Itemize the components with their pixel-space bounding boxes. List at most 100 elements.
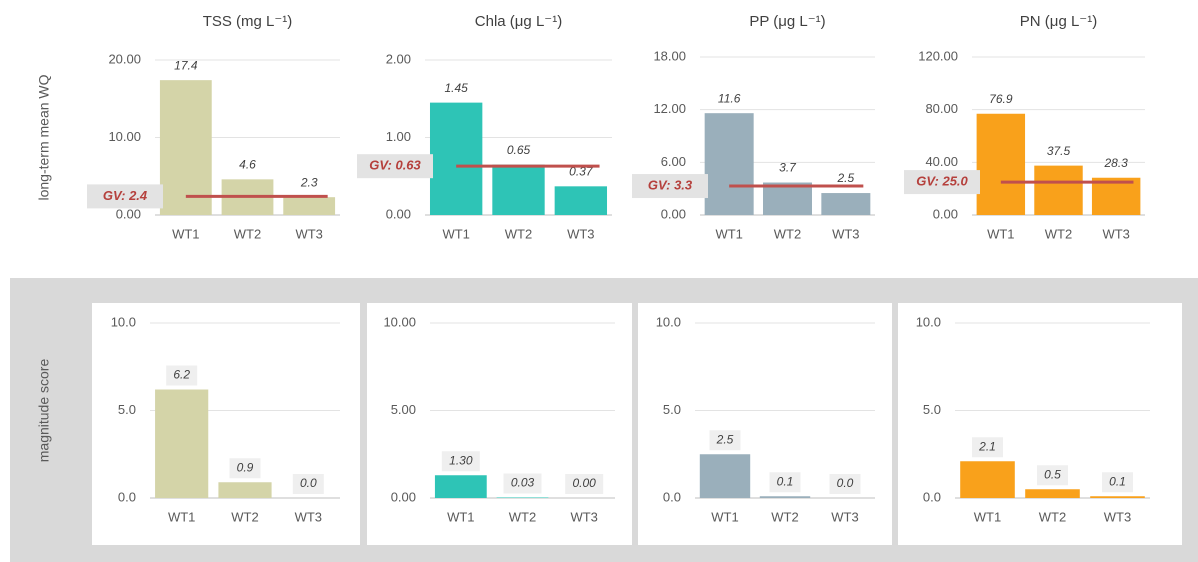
y-tick-label: 2.00 [386,51,411,66]
value-label: 0.65 [507,143,531,157]
value-label: 0.5 [1044,467,1061,481]
x-tick-label: WT2 [1039,509,1066,524]
value-label-box [292,474,324,494]
y-tick-label: 10.00 [108,129,141,144]
value-label: 3.7 [779,161,797,175]
y-tick-label: 0.00 [933,206,958,221]
y-tick-label: 10.0 [916,314,941,329]
y-tick-label: 120.00 [918,48,958,63]
x-tick-label: WT2 [231,509,258,524]
bar [554,186,608,215]
value-label: 0.1 [1109,474,1126,488]
bar [704,113,754,215]
value-label: 0.37 [569,164,594,178]
chart-title: Chla (μg L⁻¹) [475,13,562,30]
value-label: 6.2 [173,368,190,382]
bar [155,389,209,498]
value-label: 0.1 [777,474,794,488]
y-tick-label: 0.00 [661,206,686,221]
bar [759,496,811,498]
y-tick-label: 0.0 [923,489,941,504]
chart-title: TSS (mg L⁻¹) [203,13,293,30]
value-label: 2.1 [978,439,996,453]
value-label-box [1102,472,1133,493]
x-tick-label: WT3 [1104,509,1131,524]
x-tick-label: WT2 [771,509,798,524]
x-tick-label: WT1 [711,509,738,524]
bar [434,475,487,498]
x-tick-label: WT2 [234,226,261,241]
y-tick-label: 0.00 [391,489,416,504]
y-tick-label: 5.0 [923,402,941,417]
guideline-label: GV: 3.3 [648,177,693,192]
value-label-box [709,430,741,451]
value-label: 0.9 [237,460,254,474]
guideline-label-box [632,174,708,199]
x-tick-label: WT1 [168,509,195,524]
value-label: 28.3 [1103,156,1128,170]
value-label-box [1037,465,1068,486]
y-tick-label: 18.00 [653,48,686,63]
value-label-box [829,474,861,494]
y-tick-label: 12.00 [653,101,686,116]
x-tick-label: WT1 [442,226,469,241]
bar [159,80,212,216]
value-label-box [503,473,542,494]
value-label: 4.6 [239,158,256,172]
value-label: 0.0 [300,476,317,490]
bar [218,482,272,498]
y-tick-label: 80.00 [925,101,958,116]
bar [492,164,545,215]
bar [821,193,871,215]
y-tick-label: 6.00 [661,154,686,169]
value-label: 1.30 [449,453,473,467]
y-axis-label: long-term mean WQ [36,74,52,200]
panel [638,303,892,545]
x-tick-label: WT2 [505,226,532,241]
x-tick-label: WT1 [447,509,474,524]
value-label-box [565,474,604,494]
y-tick-label: 5.0 [118,402,136,417]
value-label: 11.6 [718,91,741,105]
x-tick-label: WT3 [567,226,594,241]
x-tick-label: WT2 [509,509,536,524]
guideline-label: GV: 0.63 [369,158,421,173]
value-label: 76.9 [989,92,1013,106]
y-axis-label: magnitude score [36,359,52,463]
value-label-box [166,365,198,386]
value-label: 0.0 [837,476,854,490]
value-label: 1.45 [444,81,468,95]
y-tick-label: 0.0 [118,489,136,504]
y-tick-label: 0.00 [386,206,411,221]
value-label: 2.5 [716,432,734,446]
x-tick-label: WT3 [295,509,322,524]
value-label: 0.00 [572,476,596,490]
y-tick-label: 10.0 [111,314,136,329]
x-tick-label: WT1 [974,509,1001,524]
x-tick-label: WT2 [1045,226,1072,241]
value-label: 37.5 [1047,144,1071,158]
bar [976,113,1026,215]
guideline-label-box [904,170,980,195]
value-label: 17.4 [174,58,198,72]
panel [92,303,360,545]
x-tick-label: WT3 [1102,226,1129,241]
bar [1034,165,1083,215]
bar [763,182,812,215]
guideline-label: GV: 25.0 [916,174,968,189]
panel [898,303,1182,545]
x-tick-label: WT1 [172,226,199,241]
value-label-box [229,458,261,479]
chart-title: PP (μg L⁻¹) [749,13,825,30]
x-tick-label: WT3 [295,226,322,241]
value-label: 0.03 [511,476,535,490]
y-tick-label: 10.0 [656,314,681,329]
guideline-label: GV: 2.4 [103,188,148,203]
y-tick-label: 5.0 [663,402,681,417]
bar [960,461,1015,498]
bar [1090,496,1145,498]
bar [1091,177,1141,215]
x-tick-label: WT1 [715,226,742,241]
bar [1025,489,1080,498]
x-tick-label: WT1 [987,226,1014,241]
